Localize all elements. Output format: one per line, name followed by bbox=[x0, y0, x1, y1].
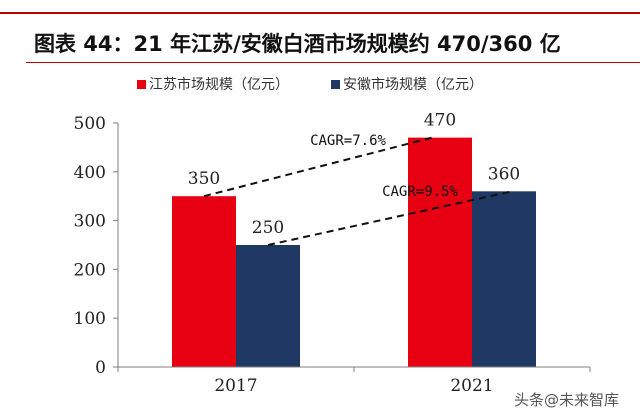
y-tick-label-500: 500 bbox=[74, 114, 106, 134]
legend-swatch-2 bbox=[331, 80, 340, 89]
bar-1-2021 bbox=[408, 137, 472, 367]
value-label-1-2017: 350 bbox=[188, 169, 220, 189]
y-tick-label-100: 100 bbox=[74, 309, 106, 329]
value-label-2-2017: 250 bbox=[252, 218, 284, 238]
bar-2-2017 bbox=[236, 245, 300, 367]
y-tick-label-0: 0 bbox=[95, 358, 106, 378]
y-tick-label-200: 200 bbox=[74, 260, 106, 280]
chart-title: 图表 44：21 年江苏/安徽白酒市场规模约 470/360 亿 bbox=[34, 32, 561, 56]
cagr-line-1 bbox=[203, 136, 433, 198]
value-label-2-2021: 360 bbox=[488, 164, 520, 184]
x-tick-label-2017: 2017 bbox=[214, 376, 257, 396]
value-label-1-2021: 470 bbox=[424, 111, 456, 131]
legend-label-2: 安徽市场规模（亿元） bbox=[343, 76, 483, 93]
bar-1-2017 bbox=[172, 196, 236, 367]
watermark: 头条@未来智库 bbox=[514, 391, 620, 409]
legend-label-1: 江苏市场规模（亿元） bbox=[149, 76, 289, 93]
title-underline bbox=[26, 62, 640, 63]
y-tick-label-400: 400 bbox=[74, 163, 106, 183]
cagr-line-2 bbox=[267, 190, 513, 246]
cagr-label-2: CAGR=9.5% bbox=[382, 184, 458, 200]
cagr-label-1: CAGR=7.6% bbox=[310, 133, 386, 149]
bar-2-2021 bbox=[472, 191, 536, 367]
title-top-rule bbox=[0, 12, 640, 14]
y-tick-label-300: 300 bbox=[74, 212, 106, 232]
legend-swatch-1 bbox=[137, 80, 146, 89]
x-tick-label-2021: 2021 bbox=[450, 376, 493, 396]
